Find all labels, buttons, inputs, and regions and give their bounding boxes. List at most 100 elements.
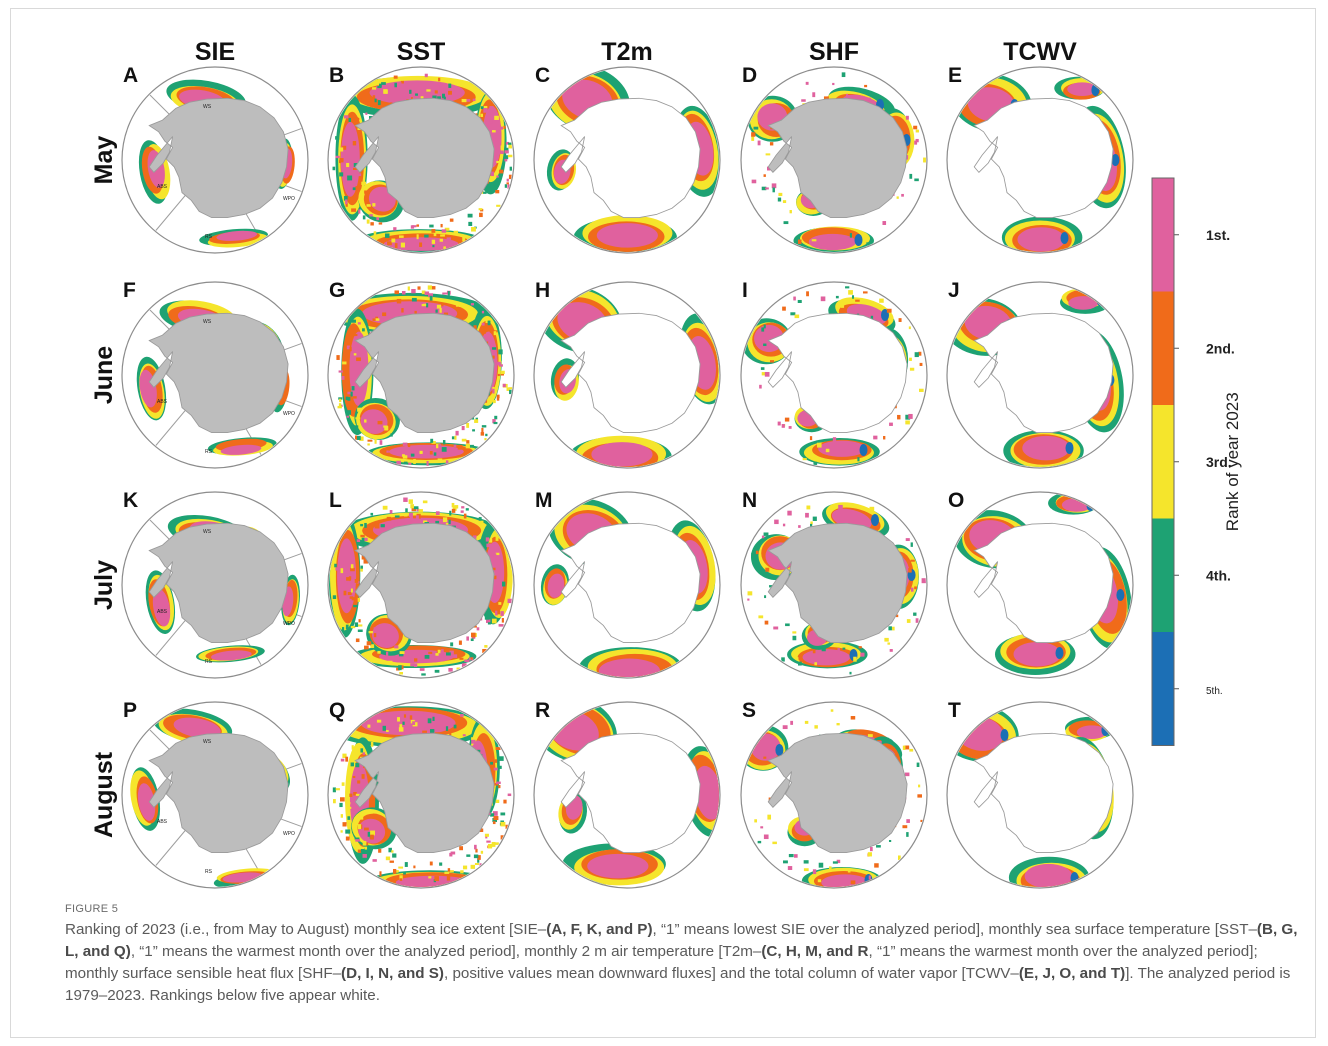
caption-segment: , “1” means the warmest month over the a… xyxy=(130,943,762,960)
map-panel xyxy=(327,491,515,679)
figure-frame xyxy=(10,8,1316,1038)
antarctica-landmass xyxy=(560,97,701,219)
row-header: June xyxy=(90,346,118,404)
antarctica-landmass xyxy=(767,522,908,644)
map-panel: WS ABS WPO RS xyxy=(121,701,309,889)
region-label: WPO xyxy=(283,411,295,417)
panel-letter: F xyxy=(123,279,136,302)
region-label: WS xyxy=(203,319,212,325)
panel-letter: G xyxy=(329,279,345,302)
region-label: ABS xyxy=(157,819,168,825)
region-label: RS xyxy=(205,449,213,455)
caption-panel-ref: (D, I, N, and S) xyxy=(341,965,444,982)
region-label: WS xyxy=(203,529,212,535)
region-label: WPO xyxy=(283,621,295,627)
column-header: TCWV xyxy=(1003,38,1077,66)
region-label: WS xyxy=(203,104,212,110)
panel-letter: A xyxy=(123,64,138,87)
region-label: ABS xyxy=(157,184,168,190)
map-panel: WS ABS WPO RS xyxy=(121,281,309,469)
panel-letter: O xyxy=(948,489,964,512)
column-header: SIE xyxy=(195,38,235,66)
map-panel xyxy=(533,281,721,469)
region-label: WPO xyxy=(283,831,295,837)
colorbar-segment xyxy=(1152,405,1174,519)
caption-panel-ref: (E, J, O, and T) xyxy=(1018,965,1126,982)
map-panel xyxy=(740,491,928,679)
caption-segment: , “1” means the warmest month over the a… xyxy=(65,943,1258,982)
panel-letter: R xyxy=(535,699,550,722)
panel-letter: E xyxy=(948,64,962,87)
row-header: May xyxy=(90,136,118,185)
antarctica-landmass xyxy=(973,732,1114,854)
antarctica-landmass xyxy=(560,522,701,644)
caption-panel-ref: (B, G, L, and Q) xyxy=(65,921,1298,960)
map-panel: WS ABS WPO RS xyxy=(121,66,309,254)
map-panel xyxy=(740,66,928,254)
row-header: July xyxy=(90,560,118,610)
antarctica-landmass xyxy=(560,732,701,854)
antarctica-landmass xyxy=(973,522,1114,644)
map-panel xyxy=(327,66,515,254)
colorbar-segment xyxy=(1152,178,1174,292)
caption-segment: Ranking of 2023 (i.e., from May to Augus… xyxy=(65,921,547,938)
colorbar-title: Rank of year 2023 xyxy=(1223,392,1242,531)
map-panel xyxy=(533,491,721,679)
colorbar-label: 1st. xyxy=(1206,227,1230,243)
caption-text: Ranking of 2023 (i.e., from May to Augus… xyxy=(65,919,1315,1007)
region-label: RS xyxy=(205,869,213,875)
caption-segment: , “1” means lowest SIE over the analyzed… xyxy=(652,921,1257,938)
panel-letter: B xyxy=(329,64,344,87)
caption-segment: , positive values mean downward fluxes] … xyxy=(444,965,1019,982)
region-label: ABS xyxy=(157,399,168,405)
caption-panel-ref: (C, H, M, and R xyxy=(761,943,869,960)
antarctica-landmass xyxy=(973,312,1114,434)
antarctica-landmass xyxy=(148,732,289,854)
panel-letter: M xyxy=(535,489,553,512)
antarctica-landmass xyxy=(973,97,1114,219)
map-panel: WS ABS WPO RS xyxy=(121,491,309,679)
map-panel xyxy=(533,701,721,889)
caption-panel-ref: (A, F, K, and P) xyxy=(546,921,653,938)
column-header: T2m xyxy=(601,38,652,66)
antarctica-landmass xyxy=(767,97,908,219)
map-panel xyxy=(946,491,1134,679)
colorbar-segment xyxy=(1152,291,1174,405)
map-panel xyxy=(946,66,1134,254)
panel-letter: J xyxy=(948,279,960,302)
colorbar-label: 4th. xyxy=(1206,567,1231,583)
map-panel xyxy=(533,66,721,254)
map-panel xyxy=(946,281,1134,469)
region-label: ABS xyxy=(157,609,168,615)
antarctica-landmass xyxy=(767,312,908,434)
antarctica-landmass xyxy=(767,732,908,854)
panel-letter: Q xyxy=(329,699,345,722)
region-label: RS xyxy=(205,659,213,665)
caption-segment: ]. The analyzed period is 1979–2023. Ran… xyxy=(65,965,1291,1004)
colorbar-segment xyxy=(1152,518,1174,632)
colorbar-segment xyxy=(1152,632,1174,746)
antarctica-landmass xyxy=(560,312,701,434)
antarctica-landmass xyxy=(148,97,289,219)
map-panel xyxy=(327,701,515,889)
map-panel xyxy=(740,281,928,469)
antarctica-landmass xyxy=(148,312,289,434)
panel-letter: L xyxy=(329,489,342,512)
colorbar-label: 3rd. xyxy=(1206,454,1232,470)
column-header: SHF xyxy=(809,38,859,66)
figure-label: FIGURE 5 xyxy=(65,903,119,915)
panel-letter: I xyxy=(742,279,748,302)
panel-letter: N xyxy=(742,489,757,512)
antarctica-landmass xyxy=(354,522,495,644)
column-header: SST xyxy=(397,38,446,66)
panel-letter: S xyxy=(742,699,756,722)
figure-caption: FIGURE 5 Ranking of 2023 (i.e., from May… xyxy=(65,903,1315,1007)
map-panel xyxy=(327,281,515,469)
antarctica-landmass xyxy=(354,732,495,854)
panel-letter: K xyxy=(123,489,138,512)
colorbar-label: 5th. xyxy=(1206,686,1223,697)
colorbar-label: 2nd. xyxy=(1206,340,1235,356)
row-header: August xyxy=(90,751,118,838)
antarctica-landmass xyxy=(354,312,495,434)
